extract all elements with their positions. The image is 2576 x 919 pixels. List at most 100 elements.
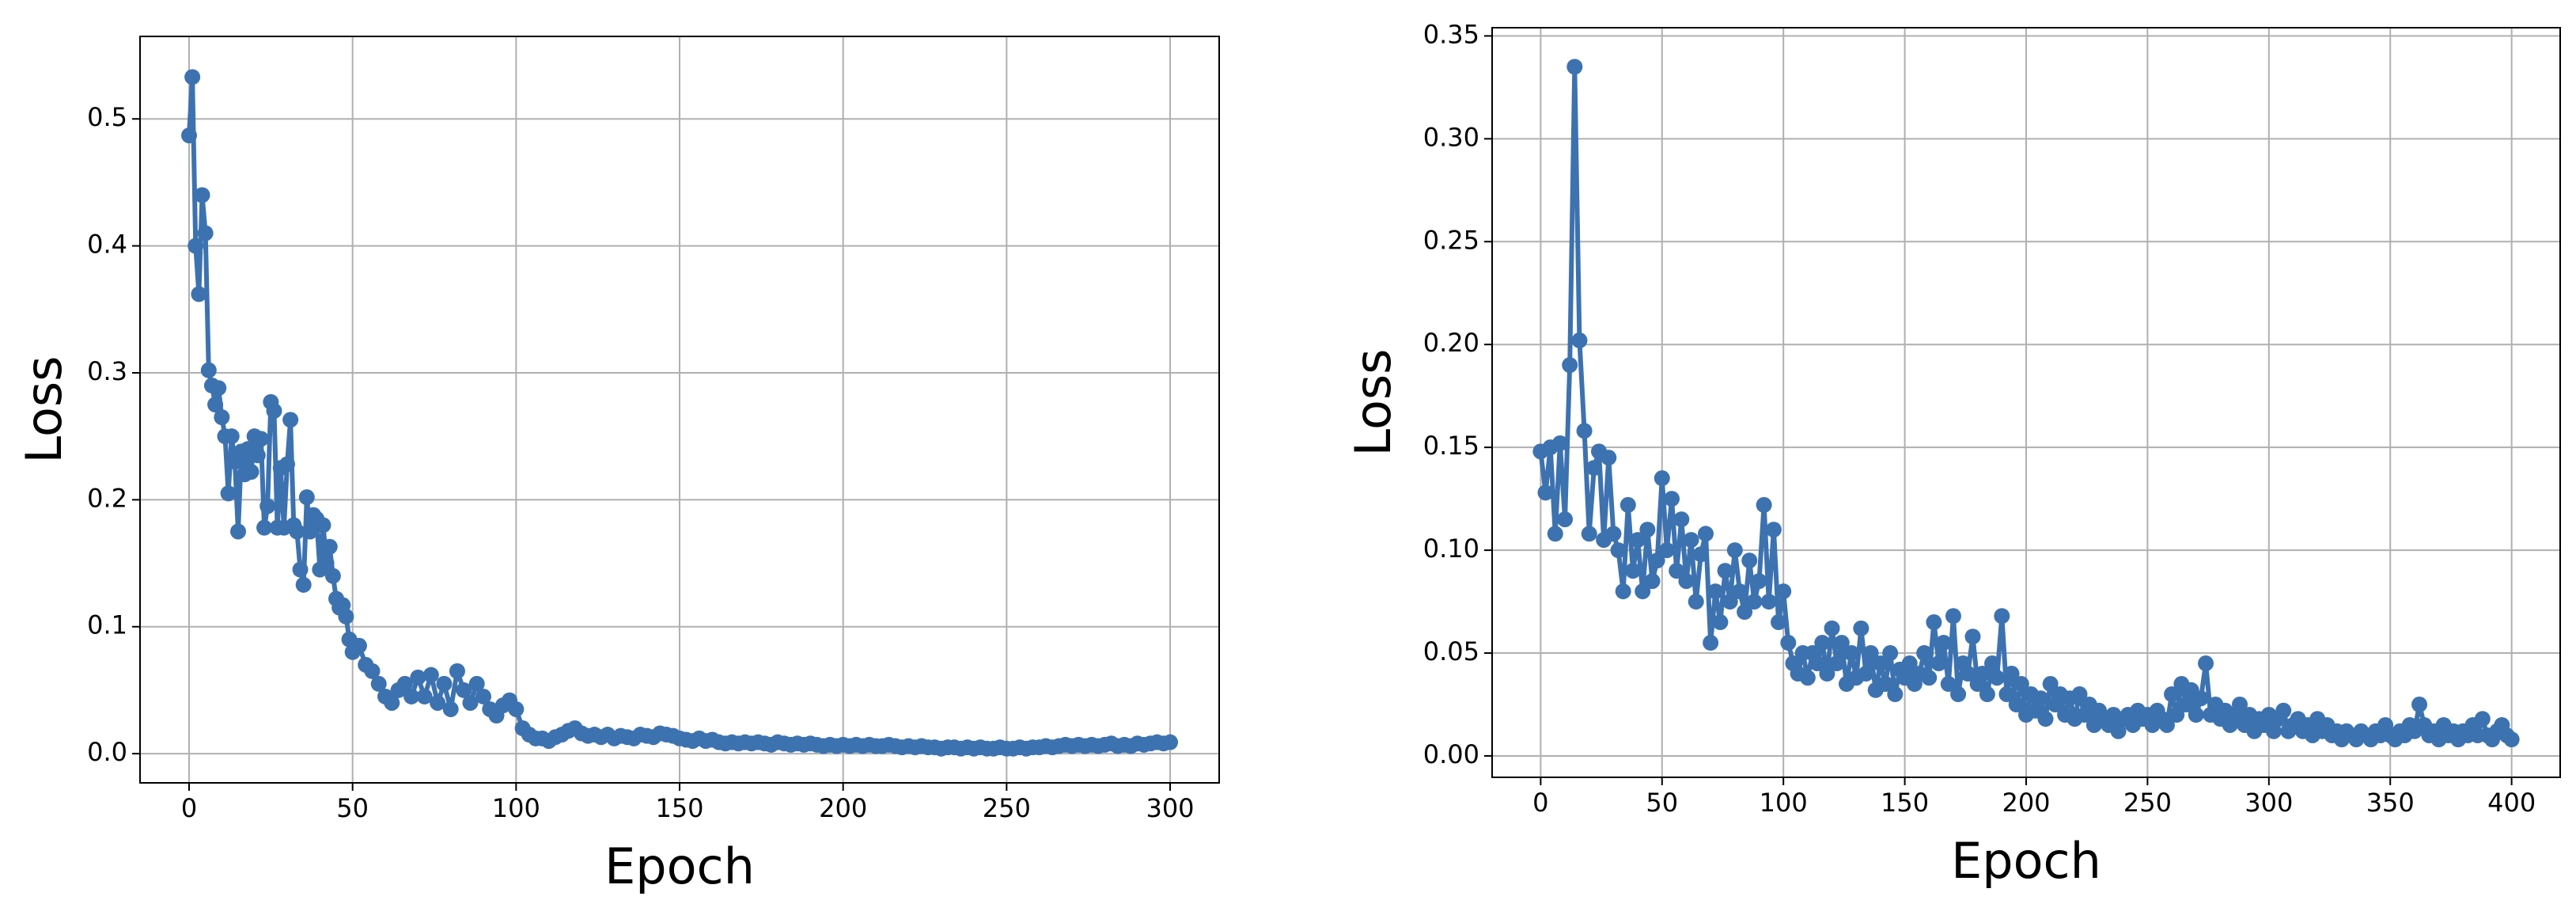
- point: [1601, 450, 1617, 466]
- point: [230, 523, 246, 540]
- y-tick-label: 0.15: [1423, 431, 1479, 461]
- point: [1824, 620, 1840, 636]
- y-tick-label: 0.05: [1423, 636, 1479, 666]
- point: [266, 403, 282, 420]
- point: [295, 576, 312, 593]
- point: [2265, 723, 2282, 739]
- point: [1940, 676, 1957, 693]
- point: [207, 397, 224, 413]
- point: [1843, 645, 1860, 662]
- point: [1605, 526, 1622, 542]
- point: [197, 225, 214, 241]
- point: [1624, 563, 1641, 579]
- point: [1872, 655, 1888, 672]
- point: [1882, 645, 1899, 662]
- point: [1683, 532, 1699, 549]
- point: [1887, 686, 1904, 703]
- y-tick-label: 0.1: [87, 610, 127, 640]
- point: [2042, 676, 2059, 693]
- point: [1998, 686, 2015, 703]
- y-tick-label: 0.4: [87, 230, 127, 260]
- point: [1960, 666, 1976, 682]
- y-tick-label: 0.20: [1423, 328, 1479, 358]
- point: [449, 663, 465, 679]
- point: [2178, 697, 2195, 713]
- point: [1669, 563, 1685, 579]
- point: [256, 519, 273, 536]
- point: [1610, 542, 1627, 559]
- x-tick-label: 250: [2123, 788, 2172, 818]
- point: [249, 447, 266, 464]
- point: [1756, 496, 1772, 513]
- point: [181, 127, 197, 144]
- point: [1833, 635, 1850, 651]
- x-tick-label: 100: [1760, 788, 1808, 818]
- point: [1649, 553, 1665, 569]
- point: [1930, 655, 1947, 672]
- point: [1775, 583, 1792, 600]
- point: [1547, 526, 1563, 542]
- point: [1974, 666, 1991, 682]
- point: [1639, 522, 1656, 538]
- point: [1935, 635, 1952, 651]
- point: [2037, 711, 2054, 727]
- x-tick-label: 300: [2245, 788, 2293, 818]
- x-tick-label: 100: [492, 793, 540, 823]
- point: [1551, 435, 1568, 451]
- y-tick-label: 0.3: [87, 356, 127, 386]
- point: [1717, 563, 1733, 579]
- point: [2169, 706, 2185, 723]
- point: [1712, 614, 1729, 631]
- point: [1916, 645, 1933, 662]
- x-tick-label: 50: [336, 793, 369, 823]
- point: [194, 187, 210, 203]
- x-tick-label: 250: [983, 793, 1031, 823]
- point: [321, 538, 338, 555]
- y-tick-label: 0.00: [1423, 739, 1479, 769]
- x-tick-label: 300: [1146, 793, 1194, 823]
- x-axis-label: Epoch: [604, 837, 755, 895]
- point: [1585, 460, 1602, 477]
- y-axis-label: Loss: [15, 356, 73, 464]
- point: [1862, 645, 1879, 662]
- point: [191, 286, 207, 302]
- point: [1765, 522, 1782, 538]
- point: [1703, 635, 1719, 651]
- x-tick-label: 350: [2366, 788, 2415, 818]
- point: [289, 523, 305, 540]
- x-tick-label: 150: [655, 793, 703, 823]
- point: [1678, 573, 1695, 590]
- point: [475, 688, 491, 704]
- point: [200, 362, 217, 378]
- point: [279, 456, 295, 473]
- point: [1557, 511, 1574, 528]
- point: [2164, 686, 2180, 703]
- point: [1964, 628, 1981, 645]
- point: [259, 498, 276, 515]
- point: [1658, 542, 1675, 559]
- point: [301, 523, 318, 540]
- point: [1581, 526, 1597, 542]
- point: [282, 412, 299, 428]
- point: [2411, 697, 2428, 713]
- point: [430, 694, 446, 711]
- y-tick-label: 0.35: [1423, 19, 1479, 49]
- point: [508, 701, 525, 717]
- point: [1819, 666, 1835, 682]
- point: [436, 675, 453, 692]
- point: [1979, 686, 1995, 703]
- point: [370, 675, 387, 692]
- point: [243, 464, 259, 480]
- axes-frame: [1491, 27, 2561, 778]
- point: [1571, 332, 1588, 349]
- point: [315, 517, 331, 534]
- point: [1828, 655, 1845, 672]
- x-tick-label: 50: [1646, 788, 1678, 818]
- point: [1771, 614, 1787, 631]
- point: [1688, 594, 1704, 610]
- point: [324, 568, 341, 584]
- point: [2003, 666, 2020, 682]
- point: [220, 485, 237, 502]
- point: [214, 409, 230, 426]
